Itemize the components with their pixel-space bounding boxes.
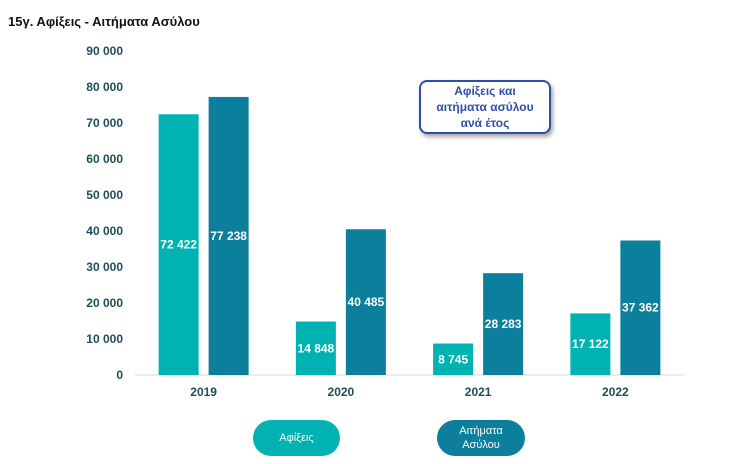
bar-asylum-2019	[208, 96, 249, 375]
y-tick-label: 90 000	[86, 44, 123, 58]
data-label: 72 422	[160, 238, 197, 252]
y-tick-label: 50 000	[86, 188, 123, 202]
y-tick-label: 10 000	[86, 332, 123, 346]
data-label: 17 122	[572, 337, 609, 351]
data-label: 77 238	[210, 229, 247, 243]
y-axis: 0 10 000 20 000 30 000 40 000 50 000 60 000 70 …	[86, 44, 123, 382]
data-label: 8 745	[438, 352, 468, 366]
bar-asylum-2020	[345, 229, 386, 375]
y-tick-label: 0	[116, 368, 123, 382]
data-label: 28 283	[485, 317, 522, 331]
y-tick-label: 70 000	[86, 116, 123, 130]
x-tick-label: 2020	[328, 385, 355, 399]
bar-arrivals-2019	[158, 114, 199, 376]
bar-asylum-2021	[483, 273, 524, 375]
x-axis: 2019 2020 2021 2022	[190, 385, 629, 399]
bars: 72 422 77 238 14 848 40 485 8 745 28 283 17 12…	[158, 96, 661, 376]
bar-asylum-2022	[620, 240, 661, 375]
bar-arrivals-2020	[295, 321, 336, 375]
data-label: 37 362	[622, 301, 659, 315]
chart-callout: Αφίξεις και αιτήματα ασύλου ανά έτος	[419, 80, 551, 134]
y-tick-label: 20 000	[86, 296, 123, 310]
bar-arrivals-2022	[570, 313, 611, 375]
y-tick-label: 60 000	[86, 152, 123, 166]
x-tick-label: 2022	[602, 385, 629, 399]
y-tick-label: 40 000	[86, 224, 123, 238]
page-title: 15γ. Αφίξεις - Αιτήματα Ασύλου	[8, 14, 200, 29]
y-tick-label: 80 000	[86, 80, 123, 94]
x-tick-label: 2021	[465, 385, 492, 399]
data-label: 40 485	[348, 295, 385, 309]
legend-item-asylum-applications[interactable]: Αιτήματα Ασύλου	[437, 420, 525, 456]
x-tick-label: 2019	[190, 385, 217, 399]
y-tick-label: 30 000	[86, 260, 123, 274]
data-label: 14 848	[298, 341, 335, 355]
bar-arrivals-2021	[433, 343, 474, 375]
legend-item-arrivals[interactable]: Αφίξεις	[253, 420, 340, 456]
